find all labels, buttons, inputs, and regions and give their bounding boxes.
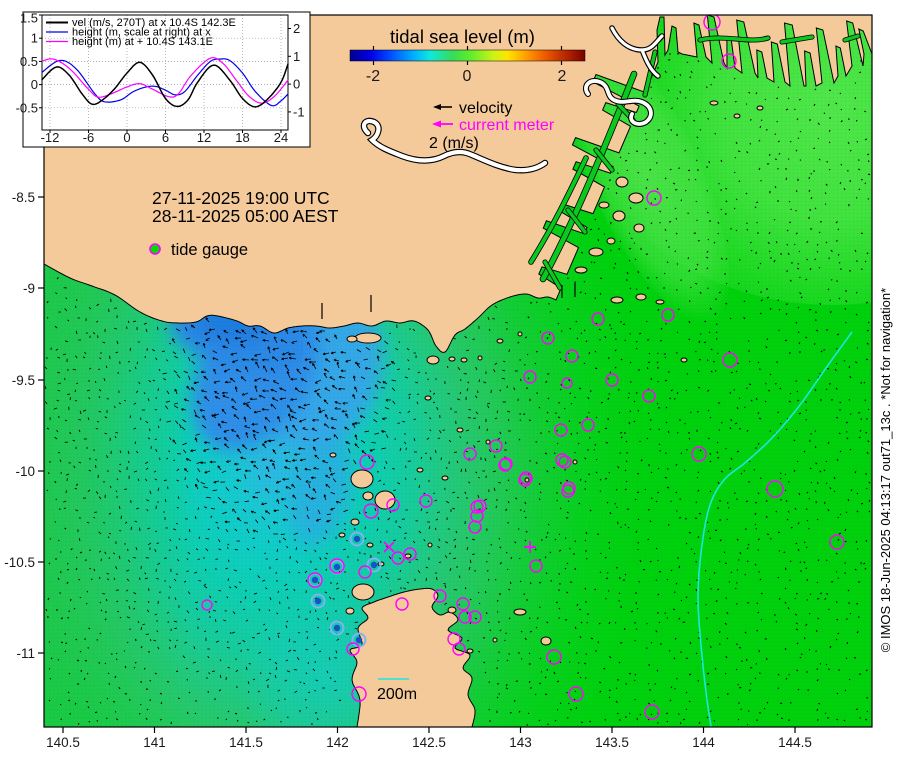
svg-text:142.5: 142.5: [412, 735, 446, 750]
svg-text:velocity: velocity: [459, 100, 512, 117]
svg-text:1: 1: [31, 31, 38, 46]
svg-text:24: 24: [274, 130, 288, 145]
svg-text:6: 6: [162, 130, 169, 145]
svg-text:0: 0: [31, 77, 38, 92]
svg-text:current meter: current meter: [459, 117, 555, 134]
svg-text:-2: -2: [366, 68, 380, 85]
svg-text:height (m) at + 10.4S 143.1E: height (m) at + 10.4S 143.1E: [72, 36, 213, 48]
svg-text:vel (m/s, 270T) at x 10.4S 142: vel (m/s, 270T) at x 10.4S 142.3E: [72, 17, 236, 29]
svg-text:-9: -9: [23, 281, 35, 296]
svg-text:140.5: 140.5: [46, 735, 80, 750]
svg-text:2 (m/s): 2 (m/s): [429, 135, 479, 152]
svg-text:tidal sea level (m): tidal sea level (m): [390, 26, 535, 47]
svg-text:-11: -11: [16, 646, 35, 661]
svg-text:27-11-2025 19:00 UTC: 27-11-2025 19:00 UTC: [152, 188, 330, 208]
svg-text:height (m, scale at right) at: height (m, scale at right) at x: [72, 27, 211, 39]
svg-text:2: 2: [558, 68, 567, 85]
svg-text:28-11-2025 05:00 AEST: 28-11-2025 05:00 AEST: [152, 206, 339, 226]
svg-text:143.5: 143.5: [595, 735, 629, 750]
svg-text:© IMOS 18-Jun-2025 04:13:17 ou: © IMOS 18-Jun-2025 04:13:17 out71_13c . …: [878, 288, 893, 652]
svg-text:200m: 200m: [377, 686, 417, 703]
svg-text:-0.5: -0.5: [16, 100, 38, 115]
svg-text:142: 142: [326, 735, 349, 750]
svg-text:0.5: 0.5: [20, 54, 38, 69]
svg-text:1: 1: [293, 49, 300, 64]
svg-text:141: 141: [143, 735, 166, 750]
svg-text:-1: -1: [293, 104, 305, 119]
svg-text:0: 0: [123, 130, 130, 145]
svg-text:12: 12: [197, 130, 211, 145]
svg-text:0: 0: [293, 77, 300, 92]
svg-text:0: 0: [463, 68, 472, 85]
svg-text:143: 143: [509, 735, 532, 750]
svg-text:-6: -6: [83, 130, 95, 145]
svg-text:-10.5: -10.5: [4, 555, 35, 570]
svg-text:-10: -10: [15, 464, 35, 479]
svg-text:tide gauge: tide gauge: [171, 241, 248, 259]
svg-text:18: 18: [235, 130, 249, 145]
svg-text:-9.5: -9.5: [12, 373, 35, 388]
svg-text:141.5: 141.5: [229, 735, 263, 750]
svg-text:-12: -12: [41, 130, 60, 145]
svg-text:144.5: 144.5: [778, 735, 812, 750]
svg-text:2: 2: [293, 21, 300, 36]
svg-text:1.5: 1.5: [20, 11, 38, 26]
svg-text:144: 144: [692, 735, 715, 750]
svg-text:-8.5: -8.5: [12, 190, 35, 205]
